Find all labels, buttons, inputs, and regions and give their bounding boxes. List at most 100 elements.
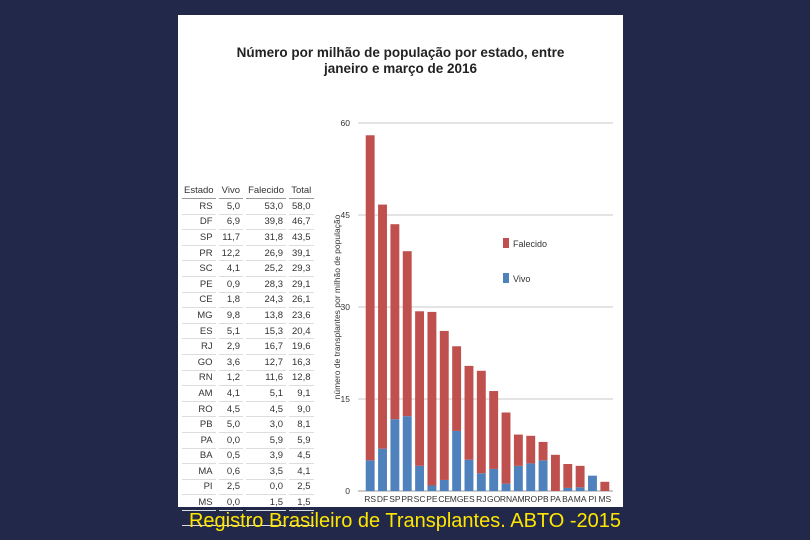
cell-total: 4,1 [289, 464, 314, 480]
cell-vivo: 0,0 [218, 433, 244, 449]
cell-vivo: 4,1 [218, 386, 244, 402]
table-row: PA 0,0 5,9 5,9 [182, 433, 314, 449]
bar-falecido-am [513, 434, 523, 466]
table-header-row: Estado Vivo Falecido Total [182, 183, 314, 199]
cell-total: 8,1 [289, 417, 314, 433]
cell-vivo: 0,5 [218, 449, 244, 465]
cell-vivo: 2,5 [218, 480, 244, 496]
table-row: MS 0,0 1,5 1,5 [182, 495, 314, 511]
cell-falecido: 3,5 [246, 464, 286, 480]
table-header-vivo: Vivo [218, 183, 244, 199]
cell-falecido: 19,6 [246, 511, 286, 527]
bar-falecido-ma [575, 465, 585, 488]
cell-vivo: 6,9 [218, 215, 244, 231]
table-row: PB 5,0 3,0 8,1 [182, 417, 314, 433]
cell-vivo: 5,0 [218, 417, 244, 433]
y-tick-label: 45 [341, 210, 351, 220]
table-row: RJ 2,9 16,7 19,6 [182, 339, 314, 355]
bar-falecido-es [464, 365, 474, 460]
bar-vivo-rs [365, 460, 375, 491]
bar-vivo-rn [501, 483, 511, 491]
cell-estado: Brasil [182, 511, 216, 527]
bar-falecido-pr [402, 251, 412, 417]
x-tick-label: AM [512, 494, 525, 503]
cell-vivo: 5,0 [218, 199, 244, 215]
table-row: Brasil 5,6 19,6 25,2 [182, 511, 314, 527]
cell-vivo: 0,0 [218, 495, 244, 511]
cell-total: 43,5 [289, 230, 314, 246]
cell-falecido: 28,3 [246, 277, 286, 293]
cell-vivo: 0,6 [218, 464, 244, 480]
y-tick-label: 0 [345, 486, 350, 496]
cell-total: 29,1 [289, 277, 314, 293]
cell-vivo: 9,8 [218, 308, 244, 324]
x-tick-label: RO [524, 494, 537, 503]
x-tick-label: PI [588, 494, 596, 503]
cell-estado: BA [182, 449, 216, 465]
cell-estado: RS [182, 199, 216, 215]
cell-falecido: 13,8 [246, 308, 286, 324]
table-row: PI 2,5 0,0 2,5 [182, 480, 314, 496]
bar-vivo-pi [588, 475, 597, 491]
table-row: AM 4,1 5,1 9,1 [182, 386, 314, 402]
cell-falecido: 25,2 [246, 261, 286, 277]
bar-vivo-pb [538, 460, 548, 491]
cell-estado: MS [182, 495, 216, 511]
cell-falecido: 0,0 [246, 480, 286, 496]
cell-total: 4,5 [289, 449, 314, 465]
bar-chart: 0 15 30 45 60 número de transplantes por milh… [332, 118, 613, 503]
cell-estado: PB [182, 417, 216, 433]
legend-swatch-falecido [503, 238, 509, 248]
bar-vivo-go [489, 468, 499, 491]
table-row: MA 0,6 3,5 4,1 [182, 464, 314, 480]
legend-label-vivo: Vivo [513, 274, 530, 284]
table-row: CE 1,8 24,3 26,1 [182, 293, 314, 309]
x-tick-label: PR [401, 494, 413, 503]
cell-falecido: 5,1 [246, 386, 286, 402]
bar-falecido-pa [550, 454, 560, 491]
cell-total: 9,0 [289, 402, 314, 418]
cell-total: 2,5 [289, 480, 314, 496]
cell-falecido: 3,9 [246, 449, 286, 465]
bar-vivo-ro [526, 463, 536, 491]
bar-falecido-mg [452, 346, 462, 431]
cell-estado: MA [182, 464, 216, 480]
cell-vivo: 4,1 [218, 261, 244, 277]
x-tick-label: SC [414, 494, 426, 503]
bar-vivo-pe [427, 485, 437, 491]
cell-estado: RO [182, 402, 216, 418]
table-row: BA 0,5 3,9 4,5 [182, 449, 314, 465]
cell-total: 29,3 [289, 261, 314, 277]
cell-total: 58,0 [289, 199, 314, 215]
cell-total: 26,1 [289, 293, 314, 309]
table-row: PE 0,9 28,3 29,1 [182, 277, 314, 293]
cell-total: 39,1 [289, 246, 314, 262]
cell-total: 5,9 [289, 433, 314, 449]
x-tick-label: CE [438, 494, 450, 503]
cell-falecido: 1,5 [246, 495, 286, 511]
table-row: ES 5,1 15,3 20,4 [182, 324, 314, 340]
cell-total: 16,3 [289, 355, 314, 371]
x-tick-label: RS [364, 494, 376, 503]
bar-vivo-ma [575, 487, 585, 491]
x-tick-label: ES [463, 494, 475, 503]
cell-estado: SP [182, 230, 216, 246]
cell-falecido: 39,8 [246, 215, 286, 231]
bar-falecido-ce [439, 330, 449, 480]
bar-falecido-sp [390, 224, 400, 420]
table-row: RS 5,0 53,0 58,0 [182, 199, 314, 215]
table-header-estado: Estado [182, 183, 216, 199]
cell-estado: PA [182, 433, 216, 449]
bar-falecido-ms [600, 481, 610, 491]
table-row: SP 11,7 31,8 43,5 [182, 230, 314, 246]
cell-falecido: 53,0 [246, 199, 286, 215]
x-tick-label: PE [426, 494, 438, 503]
source-citation: Registro Brasileiro de Transplantes. ABT… [188, 510, 622, 532]
bar-vivo-mg [452, 430, 462, 491]
bar-falecido-sc [415, 311, 425, 466]
cell-estado: MG [182, 308, 216, 324]
cell-falecido: 5,9 [246, 433, 286, 449]
x-tick-label: PB [537, 494, 549, 503]
bar-vivo-es [464, 459, 474, 491]
table-row: RO 4,5 4,5 9,0 [182, 402, 314, 418]
